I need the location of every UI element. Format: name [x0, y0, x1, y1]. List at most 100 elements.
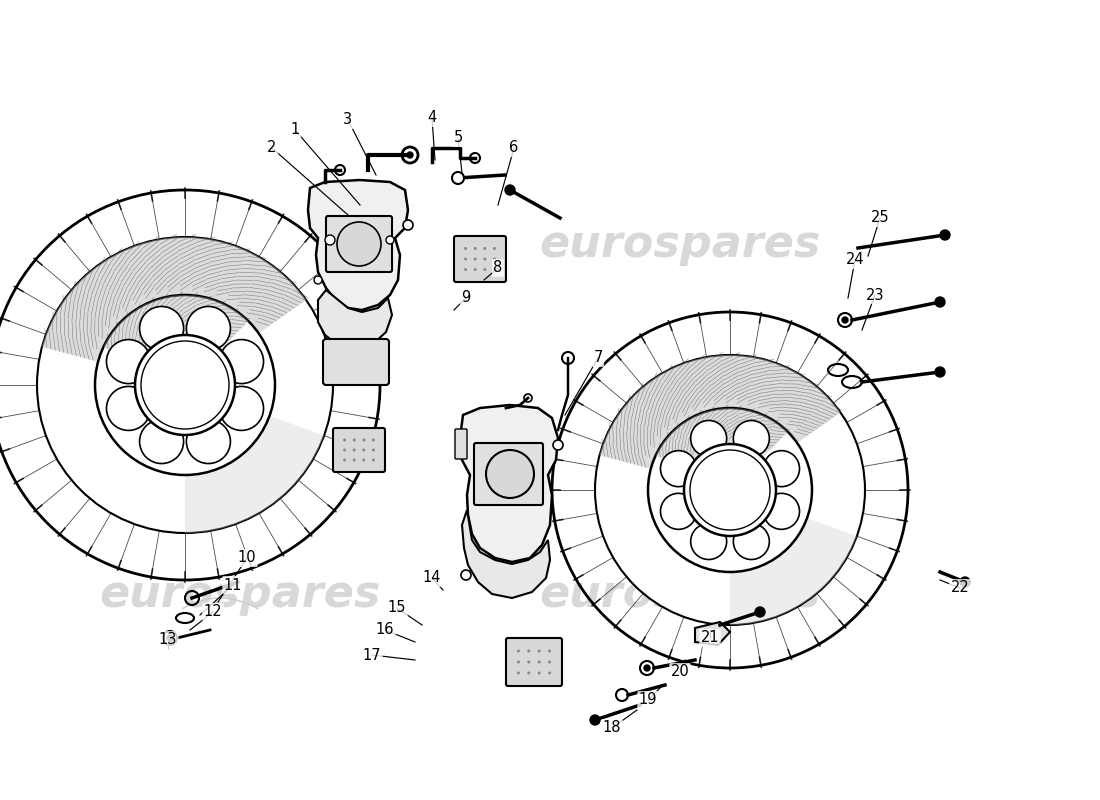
- Circle shape: [140, 419, 184, 463]
- Circle shape: [483, 268, 486, 271]
- Circle shape: [493, 268, 496, 271]
- Circle shape: [660, 494, 696, 530]
- Circle shape: [372, 449, 375, 451]
- Text: 16: 16: [376, 622, 394, 638]
- Circle shape: [474, 247, 476, 250]
- Circle shape: [538, 661, 541, 663]
- Circle shape: [940, 230, 950, 240]
- Circle shape: [734, 421, 769, 457]
- Polygon shape: [462, 510, 550, 598]
- Text: 15: 15: [387, 601, 406, 615]
- Text: 21: 21: [701, 630, 719, 646]
- Circle shape: [691, 523, 727, 559]
- Circle shape: [386, 236, 394, 244]
- Circle shape: [505, 185, 515, 195]
- Circle shape: [362, 458, 365, 462]
- Text: 20: 20: [671, 665, 690, 679]
- Circle shape: [842, 317, 848, 323]
- Circle shape: [691, 421, 727, 457]
- Circle shape: [935, 297, 945, 307]
- FancyBboxPatch shape: [455, 429, 468, 459]
- Text: 17: 17: [363, 647, 382, 662]
- Circle shape: [324, 235, 336, 245]
- Text: 6: 6: [509, 141, 518, 155]
- Circle shape: [648, 408, 812, 572]
- Text: 5: 5: [453, 130, 463, 146]
- Circle shape: [403, 220, 412, 230]
- Wedge shape: [103, 295, 249, 385]
- Circle shape: [590, 715, 600, 725]
- Circle shape: [538, 650, 541, 653]
- Wedge shape: [185, 385, 324, 533]
- Text: 23: 23: [866, 287, 884, 302]
- Circle shape: [186, 419, 230, 463]
- Circle shape: [95, 295, 275, 475]
- Circle shape: [452, 172, 464, 184]
- Circle shape: [343, 449, 346, 451]
- Circle shape: [763, 494, 800, 530]
- Circle shape: [538, 671, 541, 674]
- Text: 3: 3: [343, 113, 353, 127]
- Wedge shape: [42, 237, 306, 385]
- Text: 19: 19: [639, 693, 658, 707]
- Circle shape: [107, 339, 151, 383]
- Wedge shape: [600, 355, 840, 490]
- Circle shape: [372, 458, 375, 462]
- Circle shape: [595, 355, 865, 625]
- Text: 2: 2: [267, 141, 277, 155]
- FancyBboxPatch shape: [506, 638, 562, 686]
- Wedge shape: [730, 490, 857, 625]
- Text: 10: 10: [238, 550, 256, 566]
- Polygon shape: [318, 290, 392, 350]
- Circle shape: [372, 438, 375, 442]
- Circle shape: [337, 222, 381, 266]
- Circle shape: [167, 635, 173, 641]
- Text: eurospares: eurospares: [99, 574, 381, 617]
- Polygon shape: [460, 405, 558, 562]
- Circle shape: [486, 450, 534, 498]
- Circle shape: [493, 247, 496, 250]
- Circle shape: [461, 570, 471, 580]
- Circle shape: [548, 661, 551, 663]
- Text: eurospares: eurospares: [539, 574, 821, 617]
- Circle shape: [527, 671, 530, 674]
- Circle shape: [37, 237, 333, 533]
- Circle shape: [548, 650, 551, 653]
- Text: 25: 25: [871, 210, 889, 226]
- Text: 7: 7: [593, 350, 603, 366]
- Circle shape: [684, 444, 776, 536]
- Circle shape: [935, 367, 945, 377]
- Circle shape: [483, 258, 486, 261]
- Text: eurospares: eurospares: [99, 309, 381, 351]
- Circle shape: [553, 440, 563, 450]
- Circle shape: [135, 335, 235, 435]
- Text: 24: 24: [846, 253, 865, 267]
- Circle shape: [407, 152, 412, 158]
- Circle shape: [763, 450, 800, 486]
- Polygon shape: [308, 180, 408, 310]
- Circle shape: [483, 247, 486, 250]
- Circle shape: [464, 268, 468, 271]
- Text: 11: 11: [223, 578, 242, 593]
- Circle shape: [186, 306, 230, 350]
- Circle shape: [548, 671, 551, 674]
- Text: eurospares: eurospares: [539, 223, 821, 266]
- Circle shape: [527, 661, 530, 663]
- Circle shape: [107, 386, 151, 430]
- Circle shape: [343, 458, 346, 462]
- FancyBboxPatch shape: [326, 216, 392, 272]
- Circle shape: [464, 258, 468, 261]
- Circle shape: [220, 339, 264, 383]
- Circle shape: [353, 458, 355, 462]
- Circle shape: [493, 258, 496, 261]
- Circle shape: [517, 671, 520, 674]
- Text: 14: 14: [422, 570, 441, 586]
- Circle shape: [660, 450, 696, 486]
- Text: 22: 22: [950, 581, 969, 595]
- Circle shape: [517, 661, 520, 663]
- Text: 4: 4: [428, 110, 437, 126]
- FancyBboxPatch shape: [474, 443, 543, 505]
- Circle shape: [314, 276, 322, 284]
- Circle shape: [362, 449, 365, 451]
- Circle shape: [343, 438, 346, 442]
